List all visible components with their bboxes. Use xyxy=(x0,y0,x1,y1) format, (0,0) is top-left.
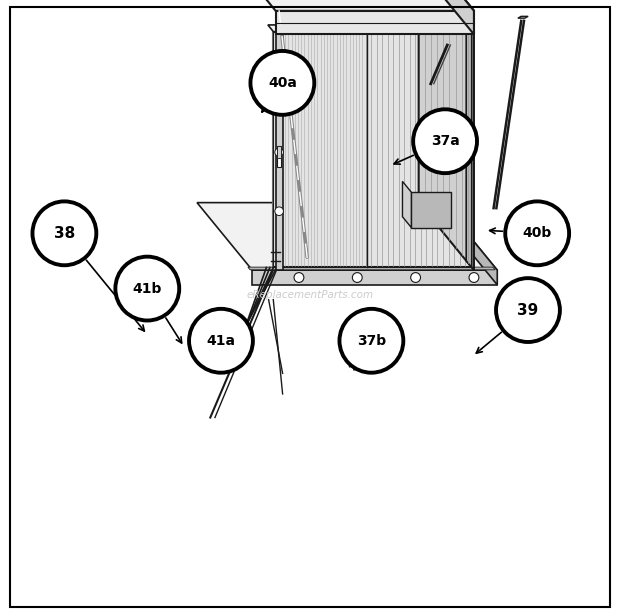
Polygon shape xyxy=(411,192,451,228)
Polygon shape xyxy=(277,146,281,167)
Polygon shape xyxy=(273,32,472,268)
Circle shape xyxy=(115,257,179,321)
Polygon shape xyxy=(276,11,474,34)
Polygon shape xyxy=(197,203,497,270)
Circle shape xyxy=(413,109,477,173)
Circle shape xyxy=(275,89,283,98)
Text: 40b: 40b xyxy=(523,227,552,240)
Polygon shape xyxy=(466,25,472,268)
Circle shape xyxy=(340,309,404,373)
Circle shape xyxy=(275,207,283,216)
Polygon shape xyxy=(220,0,474,11)
Circle shape xyxy=(496,278,560,342)
Polygon shape xyxy=(268,25,472,32)
Circle shape xyxy=(294,273,304,282)
Circle shape xyxy=(250,51,314,115)
Text: eReplacementParts.com: eReplacementParts.com xyxy=(246,290,374,300)
Polygon shape xyxy=(252,270,497,285)
Circle shape xyxy=(505,201,569,265)
Circle shape xyxy=(32,201,96,265)
Text: 41a: 41a xyxy=(206,334,236,348)
Polygon shape xyxy=(402,181,411,228)
Polygon shape xyxy=(248,267,495,270)
Circle shape xyxy=(189,309,253,373)
Circle shape xyxy=(410,273,420,282)
Text: 40a: 40a xyxy=(268,76,297,90)
Polygon shape xyxy=(418,0,474,34)
Polygon shape xyxy=(277,146,281,158)
Polygon shape xyxy=(518,17,528,18)
Circle shape xyxy=(469,273,479,282)
Polygon shape xyxy=(442,203,497,285)
Text: 39: 39 xyxy=(517,303,539,317)
Text: 37a: 37a xyxy=(431,134,459,148)
Circle shape xyxy=(352,273,362,282)
Circle shape xyxy=(275,148,283,157)
Polygon shape xyxy=(276,11,283,270)
Text: 38: 38 xyxy=(54,226,75,241)
Text: 37b: 37b xyxy=(357,334,386,348)
Text: 41b: 41b xyxy=(133,282,162,295)
Polygon shape xyxy=(418,0,474,270)
